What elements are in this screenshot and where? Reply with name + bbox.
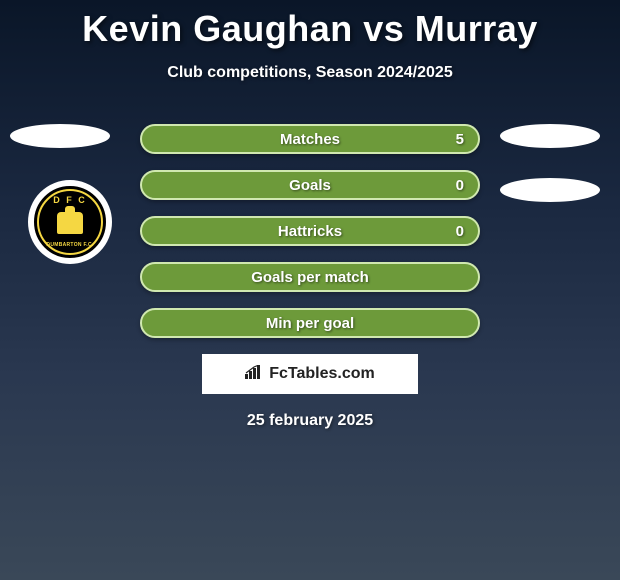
stat-value: 0 bbox=[456, 177, 464, 194]
elephant-castle-icon bbox=[57, 212, 83, 234]
stat-label: Hattricks bbox=[278, 223, 342, 240]
player-left-placeholder bbox=[10, 124, 110, 148]
stat-bar-goals-per-match: Goals per match bbox=[140, 262, 480, 292]
club-badge-inner: D F C DUMBARTON F.C. bbox=[37, 189, 103, 255]
brand-text: FcTables.com bbox=[269, 365, 375, 383]
stat-label: Matches bbox=[280, 131, 340, 148]
stat-label: Goals per match bbox=[251, 269, 369, 286]
stat-bar-matches: Matches 5 bbox=[140, 124, 480, 154]
player-right-placeholder-2 bbox=[500, 178, 600, 202]
brand-attribution[interactable]: FcTables.com bbox=[202, 354, 418, 394]
club-badge: D F C DUMBARTON F.C. bbox=[28, 180, 112, 264]
date-text: 25 february 2025 bbox=[0, 412, 620, 430]
badge-top-text: D F C bbox=[53, 195, 87, 205]
stat-value: 0 bbox=[456, 223, 464, 240]
stats-bars: Matches 5 Goals 0 Hattricks 0 Goals per … bbox=[140, 124, 480, 338]
stat-value: 5 bbox=[456, 131, 464, 148]
stat-bar-min-per-goal: Min per goal bbox=[140, 308, 480, 338]
chart-icon bbox=[245, 365, 263, 384]
subtitle: Club competitions, Season 2024/2025 bbox=[0, 64, 620, 82]
stat-bar-goals: Goals 0 bbox=[140, 170, 480, 200]
stat-bar-hattricks: Hattricks 0 bbox=[140, 216, 480, 246]
player-right-placeholder-1 bbox=[500, 124, 600, 148]
badge-bottom-text: DUMBARTON F.C. bbox=[46, 242, 93, 248]
stat-label: Goals bbox=[289, 177, 331, 194]
stat-label: Min per goal bbox=[266, 315, 354, 332]
page-title: Kevin Gaughan vs Murray bbox=[0, 0, 620, 50]
